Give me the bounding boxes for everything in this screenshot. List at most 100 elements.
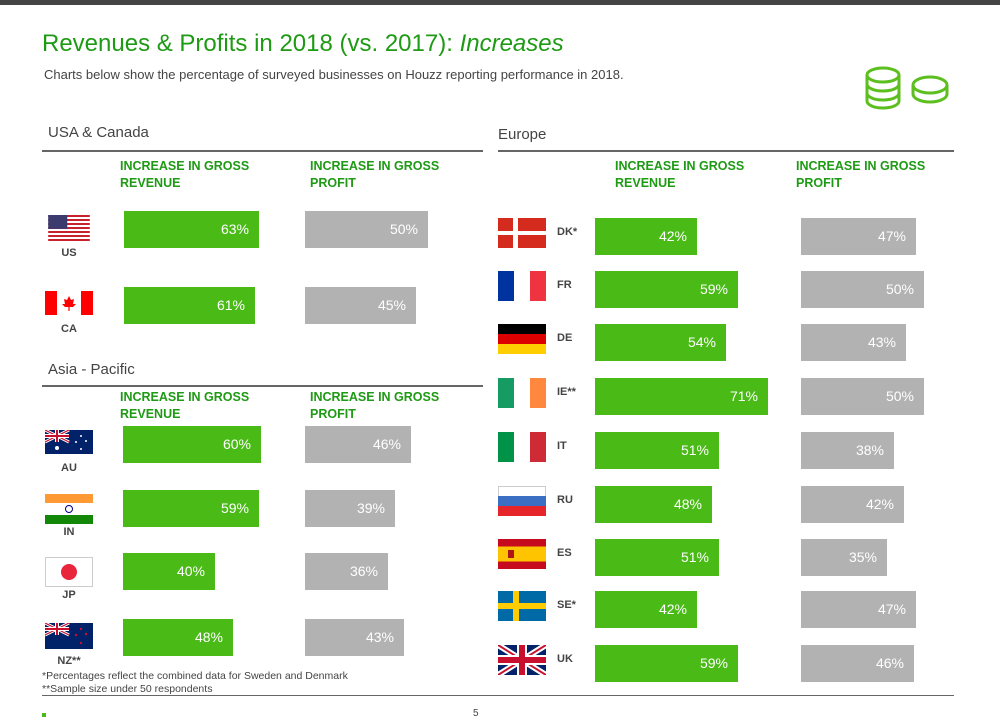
profit-bar: 35% xyxy=(801,539,887,576)
profit-bar: 42% xyxy=(801,486,904,523)
bar-value-label: 50% xyxy=(885,281,914,297)
bar-value-label: 46% xyxy=(875,655,904,671)
column-header-line: PROFIT xyxy=(310,407,356,421)
bottom-rule xyxy=(42,695,954,696)
country-code: IE** xyxy=(557,386,576,398)
bar-value-label: 48% xyxy=(194,629,223,645)
profit-bar: 47% xyxy=(801,591,916,628)
profit-bar: 47% xyxy=(801,218,916,255)
revenue-bar: 51% xyxy=(595,539,719,576)
column-header-profit: INCREASE IN GROSS PROFIT xyxy=(310,389,439,423)
revenue-bar: 48% xyxy=(595,486,712,523)
country-code: IT xyxy=(557,440,567,452)
column-header-line: REVENUE xyxy=(615,176,676,190)
bar-value-label: 61% xyxy=(216,297,245,313)
profit-bar: 43% xyxy=(305,619,404,656)
profit-bar: 50% xyxy=(801,378,924,415)
revenue-bar: 59% xyxy=(123,490,259,527)
country-code: IN xyxy=(63,526,75,538)
revenue-bar: 54% xyxy=(595,324,726,361)
country-code: DE xyxy=(557,332,573,344)
revenue-bar: 63% xyxy=(124,211,259,248)
column-header-line: INCREASE IN GROSS xyxy=(310,390,440,404)
flag-japan-icon xyxy=(45,557,93,587)
bar-value-label: 59% xyxy=(699,655,728,671)
region-title: Europe xyxy=(498,126,547,143)
column-header-line: PROFIT xyxy=(310,176,356,190)
column-header-revenue: INCREASE IN GROSS REVENUE xyxy=(120,389,249,423)
bar-value-label: 51% xyxy=(680,549,709,565)
bar-value-label: 40% xyxy=(176,563,205,579)
country-code: UK xyxy=(557,653,573,665)
column-header-line: PROFIT xyxy=(796,176,842,190)
revenue-bar: 42% xyxy=(595,218,697,255)
profit-bar: 43% xyxy=(801,324,906,361)
revenue-bar: 59% xyxy=(595,271,738,308)
bar-value-label: 43% xyxy=(365,629,394,645)
bar-value-label: 35% xyxy=(848,549,877,565)
bar-value-label: 60% xyxy=(222,436,251,452)
country-code: RU xyxy=(557,494,573,506)
revenue-bar: 71% xyxy=(595,378,768,415)
profit-bar: 50% xyxy=(305,211,428,248)
bar-value-label: 42% xyxy=(658,601,687,617)
bar-value-label: 59% xyxy=(220,500,249,516)
revenue-bar: 51% xyxy=(595,432,719,469)
column-header-line: INCREASE IN GROSS xyxy=(796,159,926,173)
bar-value-label: 51% xyxy=(680,442,709,458)
region-divider xyxy=(498,150,954,152)
bar-value-label: 48% xyxy=(673,496,702,512)
bar-value-label: 38% xyxy=(855,442,884,458)
column-header-line: INCREASE IN GROSS xyxy=(310,159,440,173)
region-divider xyxy=(42,150,483,152)
flag-uk-icon xyxy=(498,645,546,675)
flag-sweden-icon xyxy=(498,591,546,621)
flag-australia-icon xyxy=(45,430,93,460)
bar-value-label: 45% xyxy=(377,297,406,313)
revenue-bar: 60% xyxy=(123,426,261,463)
green-marker xyxy=(42,713,46,717)
revenue-bar: 59% xyxy=(595,645,738,682)
bar-value-label: 46% xyxy=(372,436,401,452)
flag-us-icon xyxy=(45,215,93,245)
column-header-profit: INCREASE IN GROSS PROFIT xyxy=(796,158,925,192)
flag-france-icon xyxy=(498,271,546,301)
country-code: CA xyxy=(61,323,77,335)
column-header-line: REVENUE xyxy=(120,176,181,190)
flag-canada-icon xyxy=(45,291,93,321)
bar-value-label: 39% xyxy=(356,500,385,516)
bar-value-label: 50% xyxy=(885,388,914,404)
revenue-bar: 42% xyxy=(595,591,697,628)
page-number: 5 xyxy=(473,708,479,719)
country-code: NZ** xyxy=(57,655,81,667)
country-code: ES xyxy=(557,547,572,559)
bar-value-label: 50% xyxy=(389,221,418,237)
profit-bar: 45% xyxy=(305,287,416,324)
profit-bar: 36% xyxy=(305,553,388,590)
region-title: USA & Canada xyxy=(48,124,149,141)
flag-spain-icon xyxy=(498,539,546,569)
flag-denmark-icon xyxy=(498,218,546,248)
flag-russia-icon xyxy=(498,486,546,516)
bar-value-label: 47% xyxy=(877,228,906,244)
flag-india-icon xyxy=(45,494,93,524)
bar-value-label: 42% xyxy=(865,496,894,512)
bar-value-label: 63% xyxy=(220,221,249,237)
revenue-bar: 48% xyxy=(123,619,233,656)
country-code: SE* xyxy=(557,599,576,611)
flag-new-zealand-icon xyxy=(45,623,93,653)
column-header-revenue: INCREASE IN GROSS REVENUE xyxy=(120,158,249,192)
region-divider xyxy=(42,385,483,387)
bar-value-label: 43% xyxy=(867,334,896,350)
column-header-line: INCREASE IN GROSS xyxy=(120,159,250,173)
column-header-line: INCREASE IN GROSS xyxy=(615,159,745,173)
profit-bar: 38% xyxy=(801,432,894,469)
region-title: Asia - Pacific xyxy=(48,361,135,378)
flag-ireland-icon xyxy=(498,378,546,408)
page-title: Revenues & Profits in 2018 (vs. 2017): I… xyxy=(42,30,564,57)
profit-bar: 50% xyxy=(801,271,924,308)
column-header-line: INCREASE IN GROSS xyxy=(120,390,250,404)
profit-bar: 46% xyxy=(801,645,914,682)
profit-bar: 39% xyxy=(305,490,395,527)
country-code: AU xyxy=(61,462,77,474)
